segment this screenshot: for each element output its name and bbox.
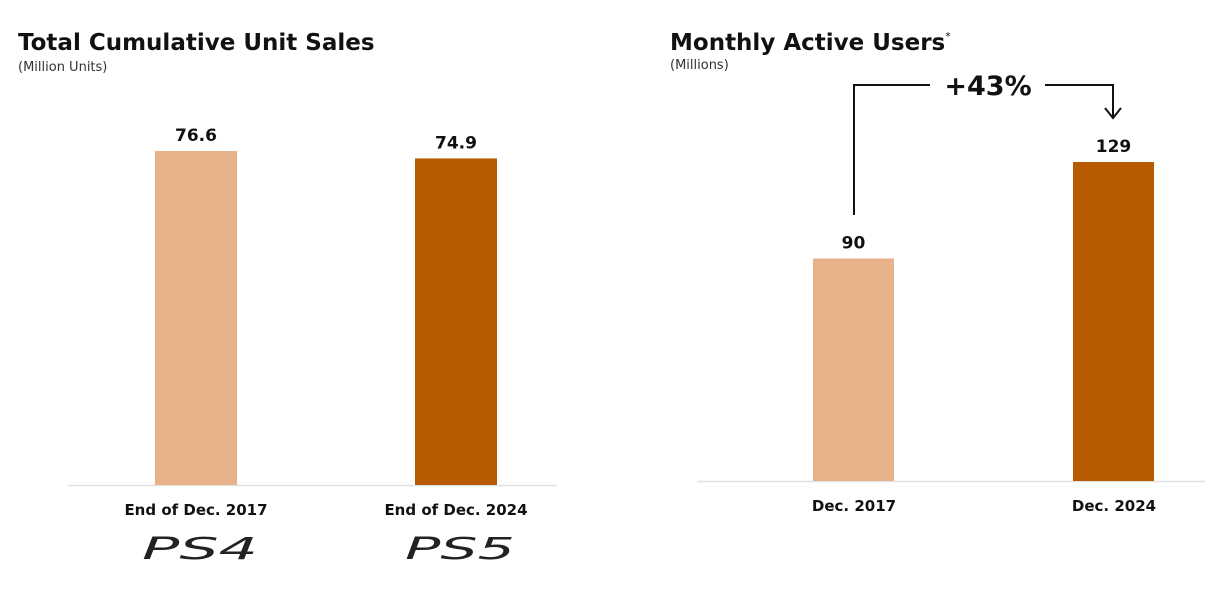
data-label: 90 (842, 233, 866, 253)
chart-title: Monthly Active Users* (670, 30, 951, 56)
bar-end-of-dec-2024 (415, 158, 497, 485)
data-label: 129 (1096, 137, 1132, 157)
x-tick-label: Dec. 2024 (1072, 497, 1156, 515)
growth-bracket-arrow (853, 84, 1122, 215)
chart-unit-sales: Total Cumulative Unit Sales (Million Uni… (18, 30, 557, 567)
ps5-logo: PS5 (405, 532, 515, 567)
footnote-mark: * (945, 30, 951, 43)
growth-annotation: +43% (944, 71, 1031, 102)
ps4-logo: PS4 (142, 532, 258, 567)
bars: 76.6 74.9 (155, 126, 497, 485)
bar-dec-2024 (1073, 162, 1154, 481)
x-tick-label: Dec. 2017 (812, 497, 896, 515)
data-label: 74.9 (435, 133, 477, 153)
chart-subtitle: (Millions) (670, 58, 729, 73)
bar-dec-2017 (813, 258, 894, 481)
bars: 90 129 (813, 137, 1154, 481)
data-label: 76.6 (175, 126, 217, 146)
x-tick-label: End of Dec. 2017 (124, 501, 267, 519)
bar-end-of-dec-2017 (155, 151, 237, 485)
chart-title: Total Cumulative Unit Sales (18, 30, 375, 56)
x-tick-label: End of Dec. 2024 (384, 501, 527, 519)
chart-monthly-active-users: Monthly Active Users* (Millions) 90 129 D… (670, 30, 1205, 515)
chart-subtitle: (Million Units) (18, 60, 107, 75)
